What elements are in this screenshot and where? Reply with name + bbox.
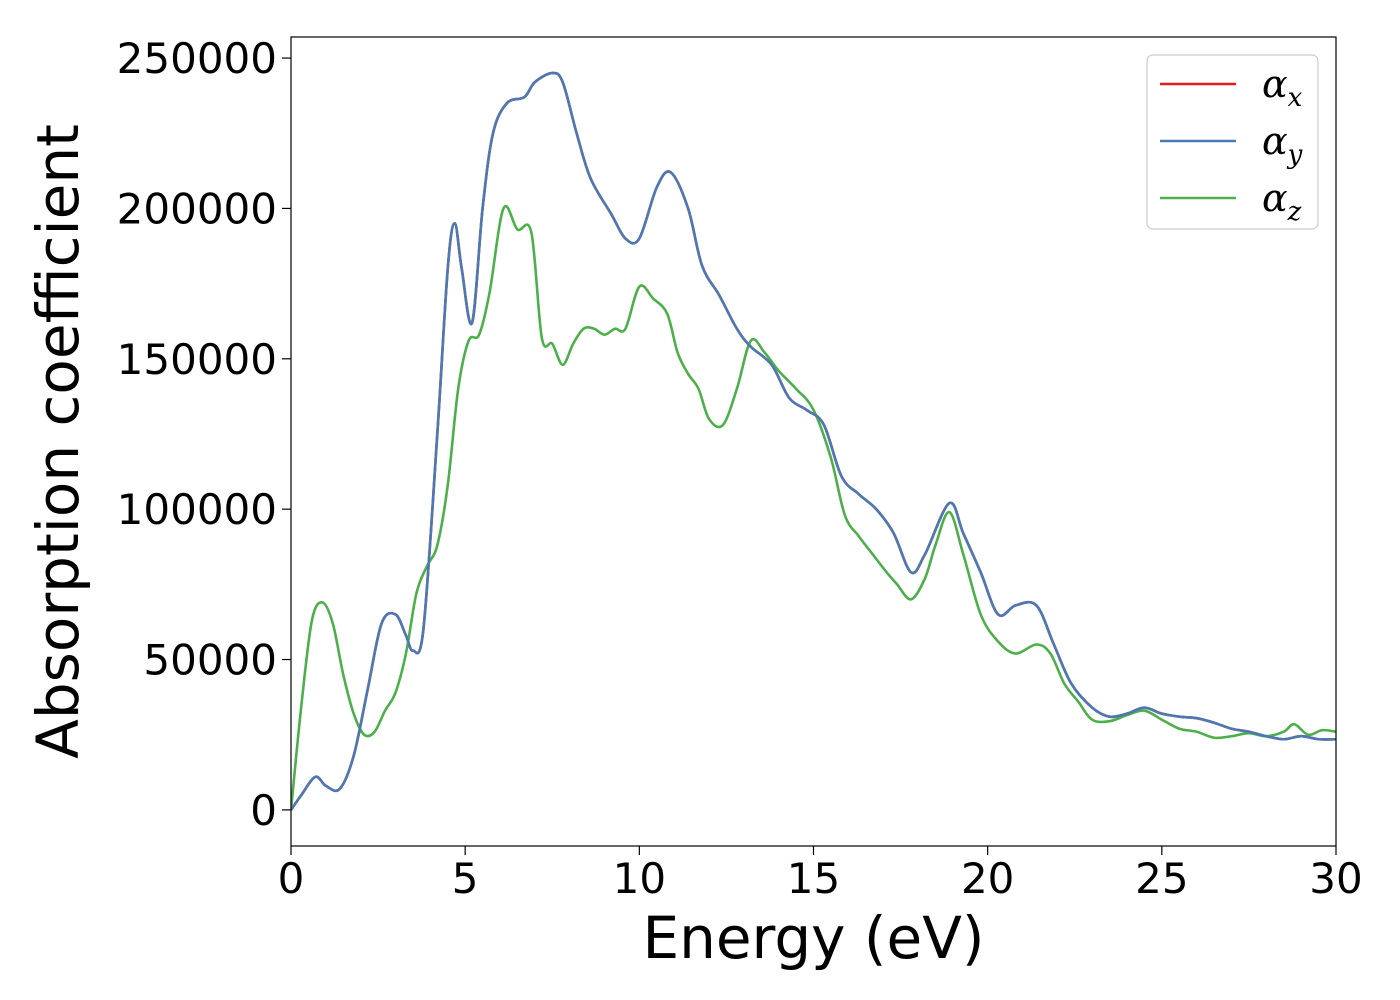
series-line-z [291,204,1336,811]
legend-entry-z: αz [1262,176,1302,227]
y-axis: 0 50000 100000 150000 200000 250000 [117,34,291,835]
legend-entry-y: αy [1262,119,1303,170]
x-tick-label: 15 [787,854,840,903]
y-tick-label: 150000 [117,335,277,384]
y-tick-label: 0 [250,786,277,835]
x-axis-label: Energy (eV) [642,904,984,972]
x-axis: 0 5 10 15 20 25 30 [278,846,1363,903]
plot-area [291,71,1336,811]
legend-entry-x: αx [1262,62,1303,113]
y-tick-label: 50000 [143,636,277,685]
y-tick-label: 100000 [117,485,277,534]
x-tick-label: 5 [452,854,479,903]
x-tick-label: 0 [278,854,305,903]
y-tick-label: 250000 [117,34,277,83]
y-axis-label: Absorption coefficient [24,124,92,759]
x-tick-label: 30 [1309,854,1362,903]
y-tick-label: 200000 [117,184,277,233]
x-tick-label: 10 [613,854,666,903]
series-line-y [291,71,1336,811]
legend: αx αy αz [1146,54,1319,230]
x-tick-label: 25 [1135,854,1188,903]
x-tick-label: 20 [961,854,1014,903]
